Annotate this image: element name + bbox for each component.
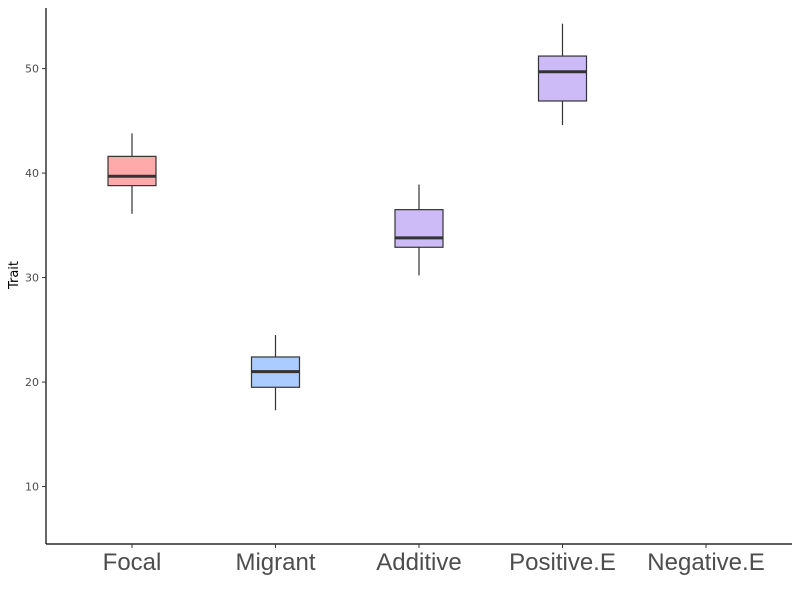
box-positive-e	[537, 55, 588, 102]
box-focal	[107, 155, 157, 187]
y-tick-label-50: 50	[25, 63, 39, 76]
x-tick-label-focal: Focal	[103, 549, 162, 576]
x-tick-label-migrant: Migrant	[235, 549, 315, 576]
box-additive	[394, 209, 444, 248]
y-tick-label-20: 20	[25, 376, 39, 389]
y-tick-label-40: 40	[25, 167, 39, 180]
y-tick-label-30: 30	[25, 272, 39, 285]
x-tick-label-negative-e: Negative.E	[647, 549, 764, 576]
y-tick-label-10: 10	[25, 481, 39, 494]
y-axis-title: Trait	[7, 261, 22, 290]
plot-area: 10 20 30 40 50 Focal Migrant Additive Positive.E…	[25, 8, 792, 576]
x-tick-label-positive-e: Positive.E	[509, 549, 616, 576]
x-tick-label-additive: Additive	[376, 549, 461, 576]
